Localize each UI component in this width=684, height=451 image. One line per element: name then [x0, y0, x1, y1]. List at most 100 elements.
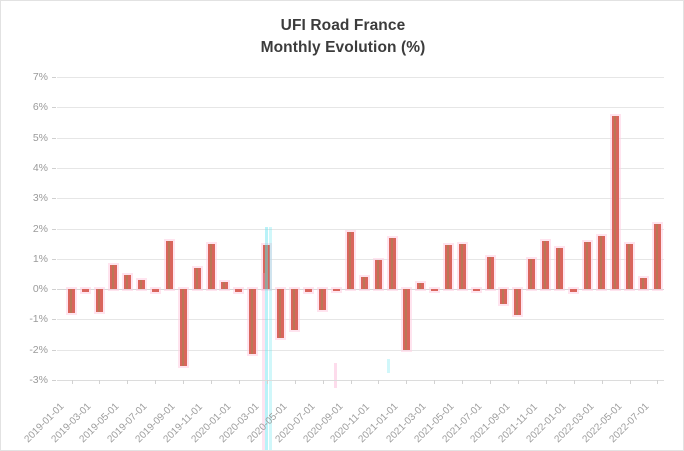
- y-tick-mark: [52, 349, 56, 351]
- y-axis-tick-label: -3%: [29, 374, 48, 386]
- y-axis-tick-label: -1%: [29, 313, 48, 326]
- bar: [165, 240, 173, 290]
- chart-title: UFI Road France Monthly Evolution (%): [1, 15, 683, 59]
- bar: [542, 240, 550, 290]
- x-tick-mark: [434, 380, 436, 384]
- gridline: [57, 77, 664, 78]
- bar: [598, 236, 606, 290]
- bar: [514, 289, 522, 315]
- x-tick-mark: [601, 380, 603, 384]
- y-axis-tick-label: 1%: [32, 252, 48, 265]
- render-artifact: [262, 273, 265, 450]
- bar: [291, 289, 299, 330]
- x-tick-mark: [573, 380, 575, 384]
- y-axis-tick-label: 2%: [32, 222, 48, 235]
- x-tick-mark: [490, 380, 491, 384]
- gridline: [57, 289, 664, 291]
- bar: [277, 289, 285, 339]
- bar: [263, 245, 271, 290]
- bar: [486, 257, 494, 290]
- y-tick-mark: [52, 167, 56, 169]
- bar: [221, 281, 229, 290]
- bar: [639, 278, 647, 290]
- bar: [556, 248, 564, 290]
- bar: [626, 243, 633, 290]
- bar: [612, 116, 620, 290]
- bar: [249, 289, 257, 355]
- render-artifact: [269, 227, 272, 450]
- y-tick-mark: [52, 198, 56, 200]
- gridline: [57, 167, 664, 169]
- x-tick-mark: [99, 380, 101, 384]
- x-tick-mark: [71, 380, 73, 384]
- bar: [458, 243, 466, 290]
- y-tick-mark: [52, 77, 56, 78]
- y-tick-mark: [52, 137, 56, 139]
- y-tick-mark: [52, 228, 56, 230]
- y-axis-tick-label: -2%: [29, 343, 48, 356]
- gridline: [57, 198, 664, 200]
- bar: [333, 289, 341, 292]
- gridline: [57, 228, 664, 230]
- bar: [360, 276, 368, 290]
- y-axis-tick-label: 3%: [32, 192, 48, 205]
- gridline: [57, 319, 664, 321]
- chart-title-line-2: Monthly Evolution (%): [260, 39, 426, 56]
- bar: [347, 231, 354, 290]
- chart-title-line-1: UFI Road France: [280, 17, 406, 34]
- render-artifact: [387, 359, 390, 373]
- bar: [235, 289, 243, 293]
- y-axis-tick-label: 6%: [32, 101, 48, 114]
- y-axis-tick-label: 7%: [32, 71, 48, 83]
- x-tick-mark: [294, 380, 296, 384]
- render-artifact: [334, 363, 337, 388]
- y-tick-mark: [52, 289, 56, 291]
- bar: [123, 275, 131, 290]
- x-tick-mark: [462, 380, 464, 384]
- bar: [402, 289, 410, 350]
- gridline: [57, 258, 664, 260]
- x-tick-mark: [406, 380, 408, 384]
- bar: [416, 283, 424, 290]
- x-tick-mark: [183, 380, 185, 384]
- gridline: [57, 137, 664, 139]
- bar: [305, 289, 313, 293]
- x-tick-mark: [266, 380, 268, 384]
- gridline: [57, 349, 664, 351]
- x-tick-mark: [238, 380, 240, 384]
- bar: [207, 243, 215, 290]
- bar: [109, 264, 117, 290]
- x-tick-mark: [378, 380, 380, 384]
- bar: [68, 289, 75, 314]
- bar: [137, 280, 145, 290]
- y-tick-mark: [52, 380, 56, 381]
- x-tick-mark: [322, 380, 324, 384]
- x-tick-mark: [155, 380, 157, 384]
- bar: [81, 289, 89, 293]
- x-tick-mark: [127, 380, 129, 384]
- y-axis-tick-label: 5%: [32, 131, 48, 144]
- bar: [528, 258, 536, 290]
- y-axis-tick-label: 4%: [32, 161, 48, 174]
- plot-area: [57, 77, 664, 450]
- x-tick-mark: [545, 380, 547, 384]
- bar: [388, 237, 396, 290]
- render-artifact: [265, 227, 268, 450]
- y-tick-mark: [52, 319, 56, 321]
- x-tick-mark: [350, 380, 352, 384]
- x-tick-mark: [629, 380, 631, 384]
- x-axis-line: [57, 380, 664, 381]
- bar: [151, 289, 159, 293]
- bar: [472, 289, 480, 292]
- bar: [570, 289, 578, 293]
- bar: [319, 289, 327, 311]
- bar: [179, 289, 187, 367]
- gridline: [57, 107, 664, 109]
- bar: [193, 267, 201, 290]
- y-tick-mark: [52, 107, 56, 109]
- y-tick-mark: [52, 258, 56, 260]
- y-axis-tick-label: 0%: [32, 283, 48, 296]
- x-tick-mark: [657, 380, 659, 384]
- bar: [653, 223, 661, 290]
